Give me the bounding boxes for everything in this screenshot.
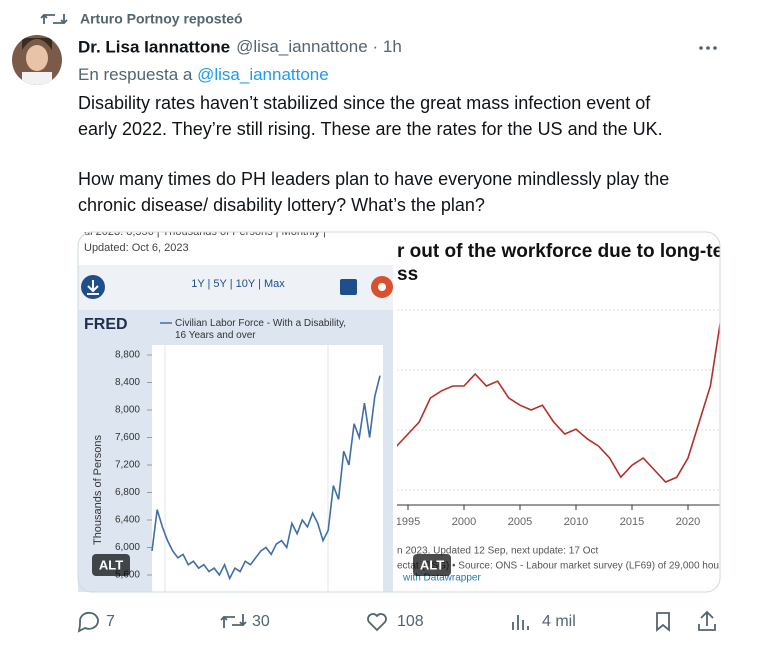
more-button[interactable] <box>699 46 717 50</box>
avatar[interactable] <box>12 35 62 87</box>
alt-badge[interactable]: ALT <box>99 557 123 572</box>
author-handle[interactable]: @lisa_iannattone <box>236 37 368 56</box>
tweet-text: Disability rates haven’t stabilized sinc… <box>78 93 669 215</box>
y-tick-label: 8,800 <box>115 350 140 361</box>
fred-logo: FRED <box>84 316 128 333</box>
tweet-line: early 2022. They’re still rising. These … <box>78 119 663 139</box>
x-tick-label: 1995 <box>396 516 420 528</box>
tweet-line: chronic disease/ disability lottery? Wha… <box>78 195 485 215</box>
views-icon[interactable] <box>512 615 529 630</box>
y-tick-label: 8,400 <box>115 377 140 388</box>
reply-count: 7 <box>106 613 115 630</box>
image-footer: with Datawrapper <box>402 573 481 584</box>
alt-badge[interactable]: ALT <box>420 557 444 572</box>
image-footer: n 2023. Updated 12 Sep, next update: 17 … <box>397 546 598 557</box>
y-tick-label: 8,000 <box>115 405 140 416</box>
repost-count: 30 <box>252 613 270 630</box>
author-meta: @lisa_iannattone · 1h <box>236 37 402 56</box>
y-tick-label: 7,200 <box>115 460 140 471</box>
like-count: 108 <box>397 613 424 630</box>
image-2[interactable]: r out of the workforce due to long-term … <box>386 232 748 592</box>
y-axis-label: Thousands of Persons <box>92 434 104 545</box>
post-time[interactable]: 1h <box>383 37 402 56</box>
reply-to: En respuesta a @lisa_iannattone <box>78 65 329 84</box>
repost-label: Arturo Portnoy reposteó <box>80 11 243 27</box>
x-tick-label: 2010 <box>564 516 588 528</box>
view-count: 4 mil <box>542 613 576 630</box>
image-text: Updated: Oct 6, 2023 <box>84 242 189 254</box>
data-line <box>397 319 720 483</box>
repost-button[interactable] <box>220 614 247 628</box>
x-tick-label: 2020 <box>676 516 700 528</box>
repost-icon <box>40 13 68 25</box>
image-1[interactable]: ul 2023: 8,556 | Thousands of Persons | … <box>78 226 393 592</box>
x-tick-label: 2015 <box>620 516 644 528</box>
media: ul 2023: 8,556 | Thousands of Persons | … <box>77 226 748 593</box>
data-line <box>151 375 381 581</box>
reply-prefix: En respuesta a <box>78 65 193 84</box>
action-bar <box>77 610 716 633</box>
reply-handle[interactable]: @lisa_iannattone <box>197 65 329 84</box>
reply-icon[interactable] <box>77 611 99 633</box>
image-title: r out of the workforce due to long-term <box>397 241 747 262</box>
x-tick-label: 2000 <box>452 516 476 528</box>
image-text: ul 2023: 8,556 | Thousands of Persons | … <box>84 226 326 238</box>
range-selector[interactable]: 1Y | 5Y | 10Y | Max <box>191 278 285 290</box>
y-tick-label: 6,400 <box>115 515 140 526</box>
y-tick-label: 7,600 <box>115 432 140 443</box>
tweet-line: Disability rates haven’t stabilized sinc… <box>78 93 651 113</box>
author-name[interactable]: Dr. Lisa Iannattone <box>78 37 230 56</box>
y-tick-label: 6,800 <box>115 487 140 498</box>
bookmark-icon[interactable] <box>656 612 670 632</box>
x-tick-label: 2005 <box>508 516 532 528</box>
like-icon[interactable] <box>367 613 387 632</box>
y-tick-label: 6,000 <box>115 542 140 553</box>
tweet-line: How many times do PH leaders plan to hav… <box>78 169 669 189</box>
share-icon[interactable] <box>698 610 716 631</box>
legend: Civilian Labor Force - With a Disability… <box>175 318 349 341</box>
image-title: ss <box>397 264 418 285</box>
image-footer: ectat (PSG) • Source: ONS - Labour marke… <box>397 561 735 572</box>
separator: · <box>372 37 378 56</box>
